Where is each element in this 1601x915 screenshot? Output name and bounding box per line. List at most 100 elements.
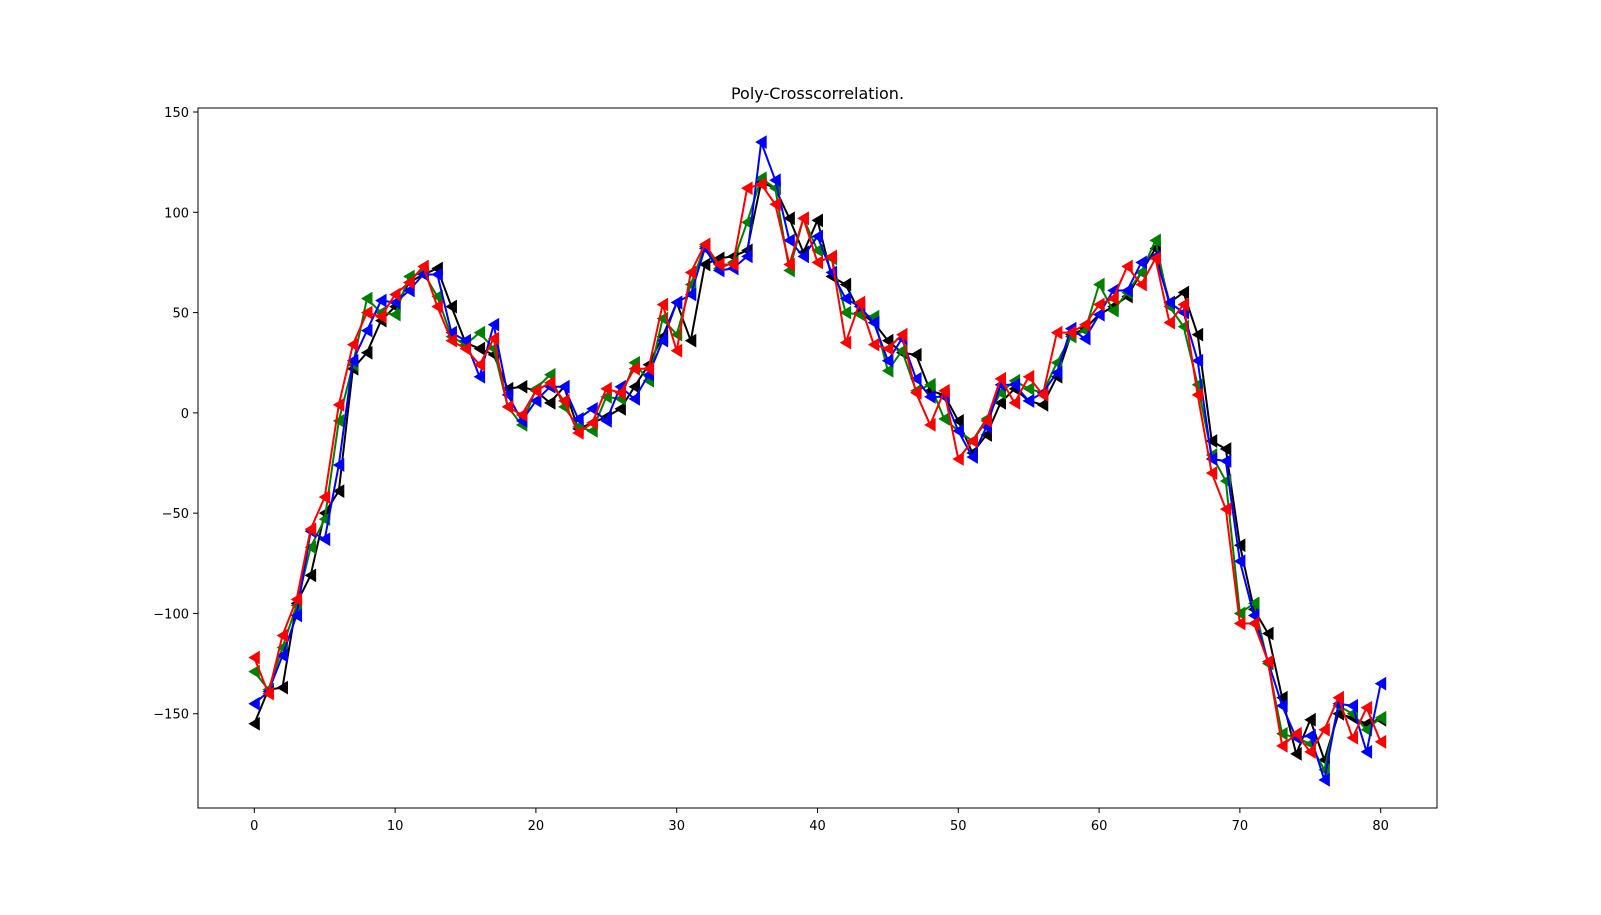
data-point-marker: [1304, 728, 1316, 743]
data-point-marker: [1346, 730, 1359, 745]
data-point-marker: [952, 414, 964, 428]
data-point-marker: [755, 135, 767, 149]
data-point-marker: [360, 323, 373, 338]
data-point-marker: [572, 412, 584, 426]
data-point-marker: [881, 341, 894, 356]
data-point-marker: [1008, 395, 1021, 410]
data-point-marker: [290, 592, 303, 607]
data-point-marker: [1149, 233, 1161, 248]
data-point-marker: [431, 267, 443, 282]
data-point-marker: [1163, 295, 1175, 310]
series-layer: [248, 135, 1387, 787]
data-point-marker: [515, 379, 528, 394]
data-point-marker: [544, 375, 556, 390]
data-point-marker: [797, 211, 809, 226]
x-tick-label: 50: [950, 819, 967, 834]
data-point-marker: [600, 381, 612, 396]
data-point-marker: [1290, 726, 1302, 741]
data-point-marker: [1022, 369, 1035, 384]
data-point-marker: [1276, 698, 1288, 713]
data-point-marker: [670, 295, 683, 310]
data-point-marker: [276, 628, 288, 643]
data-point-marker: [1374, 676, 1387, 691]
data-point-marker: [304, 540, 317, 555]
data-point-marker: [1022, 381, 1035, 396]
data-point-marker: [473, 341, 486, 356]
data-point-marker: [473, 325, 486, 340]
data-point-marker: [1247, 596, 1260, 611]
x-tick-label: 0: [250, 819, 258, 834]
data-point-marker: [839, 305, 852, 320]
data-point-marker: [1135, 255, 1147, 270]
data-point-marker: [656, 333, 669, 348]
data-point-marker: [1219, 502, 1232, 517]
data-point-marker: [572, 426, 584, 440]
data-point-marker: [1346, 698, 1359, 713]
data-point-marker: [445, 299, 457, 314]
data-point-marker: [1093, 297, 1105, 312]
data-point-marker: [811, 229, 823, 244]
data-point-marker: [783, 233, 795, 248]
data-point-marker: [1008, 377, 1021, 392]
data-point-marker: [1205, 466, 1218, 480]
data-point-marker: [1079, 317, 1091, 332]
data-point-marker: [881, 363, 894, 378]
data-point-marker: [867, 315, 880, 330]
data-point-marker: [952, 424, 964, 438]
axis-layer: 0 10 20 30 40 50 60 70 80 −150 −100 −50 0 50 100 150: [153, 106, 1438, 834]
data-point-marker: [1064, 325, 1077, 340]
data-point-marker: [501, 399, 514, 414]
data-point-marker: [1360, 700, 1373, 715]
data-point-marker: [924, 377, 936, 392]
data-point-marker: [431, 299, 443, 314]
data-point-marker: [403, 275, 415, 290]
data-point-marker: [290, 608, 303, 623]
data-point-marker: [1177, 285, 1190, 300]
data-point-marker: [360, 345, 373, 360]
data-point-marker: [375, 293, 387, 308]
data-point-marker: [698, 257, 711, 272]
data-point-marker: [529, 393, 542, 408]
data-point-marker: [1163, 315, 1175, 330]
data-point-marker: [966, 434, 978, 448]
data-point-marker: [698, 237, 711, 252]
data-point-marker: [1191, 387, 1204, 402]
data-point-marker: [262, 686, 274, 701]
data-point-marker: [1050, 365, 1063, 380]
data-point-marker: [544, 395, 556, 410]
y-tick-label: 100: [164, 206, 189, 221]
data-point-marker: [1233, 554, 1246, 569]
data-point-marker: [1093, 307, 1105, 322]
data-point-marker: [924, 389, 936, 404]
data-point-marker: [1205, 452, 1218, 466]
data-point-marker: [389, 287, 401, 302]
data-point-marker: [994, 371, 1007, 386]
data-point-marker: [473, 369, 486, 384]
data-point-marker: [346, 353, 359, 368]
data-point-marker: [980, 414, 992, 428]
data-point-marker: [1374, 734, 1387, 749]
data-point-marker: [881, 353, 894, 368]
y-tick-label: −50: [162, 507, 189, 522]
data-point-marker: [600, 414, 612, 428]
data-point-marker: [670, 343, 683, 358]
data-point-marker: [248, 716, 260, 731]
data-point-marker: [839, 277, 852, 292]
data-point-marker: [839, 335, 852, 350]
data-point-marker: [1219, 442, 1232, 456]
data-point-marker: [1191, 353, 1204, 368]
data-point-marker: [952, 452, 964, 466]
data-point-marker: [994, 395, 1007, 410]
data-point-marker: [276, 680, 288, 695]
y-tick-label: −100: [153, 607, 189, 622]
data-point-marker: [1050, 325, 1063, 340]
data-point-marker: [360, 291, 373, 306]
data-point-marker: [1318, 773, 1330, 787]
data-point-marker: [797, 249, 809, 264]
data-point-marker: [1149, 251, 1161, 266]
data-point-marker: [642, 361, 655, 376]
data-point-marker: [1332, 690, 1344, 705]
data-point-marker: [825, 249, 838, 264]
